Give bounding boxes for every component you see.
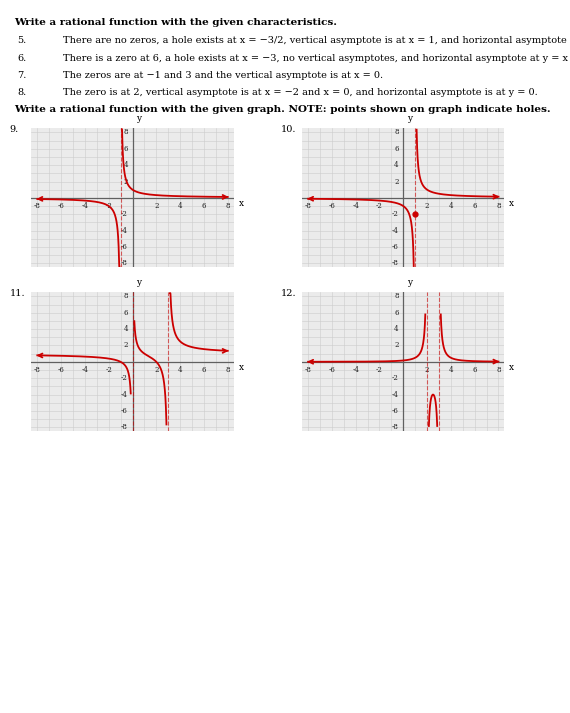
Text: x: x (509, 199, 514, 208)
Text: -4: -4 (392, 227, 398, 235)
Text: 8: 8 (496, 366, 501, 374)
Text: 8: 8 (496, 202, 501, 210)
Text: -6: -6 (121, 243, 128, 251)
Text: 4: 4 (123, 161, 128, 169)
Text: 9.: 9. (10, 125, 19, 134)
Text: 8: 8 (123, 128, 128, 136)
Text: 6: 6 (394, 145, 398, 153)
Text: 4: 4 (394, 325, 398, 333)
Text: 4: 4 (123, 325, 128, 333)
Text: 5.: 5. (17, 36, 26, 45)
Text: x: x (509, 363, 514, 372)
Text: -4: -4 (352, 202, 359, 210)
Text: -2: -2 (376, 366, 383, 374)
Text: 6: 6 (123, 309, 128, 317)
Text: 11.: 11. (10, 289, 25, 298)
Text: 8: 8 (226, 202, 230, 210)
Text: 4: 4 (449, 366, 453, 374)
Text: There is a zero at 6, a hole exists at x = −3, no vertical asymptotes, and horiz: There is a zero at 6, a hole exists at x… (63, 54, 570, 63)
Text: -6: -6 (392, 243, 398, 251)
Text: 2: 2 (123, 178, 128, 185)
Text: -2: -2 (392, 210, 398, 218)
Text: 4: 4 (394, 161, 398, 169)
Text: y: y (407, 278, 412, 287)
Text: -2: -2 (121, 210, 128, 218)
Text: The zero is at 2, vertical asymptote is at x = −2 and x = 0, and horizontal asym: The zero is at 2, vertical asymptote is … (63, 88, 538, 98)
Text: -8: -8 (392, 424, 398, 431)
Text: 4: 4 (178, 202, 182, 210)
Text: x: x (238, 363, 243, 372)
Text: -2: -2 (121, 374, 128, 382)
Text: -8: -8 (34, 202, 40, 210)
Text: -8: -8 (121, 260, 128, 267)
Text: -6: -6 (58, 366, 64, 374)
Text: 2: 2 (394, 342, 398, 349)
Text: x: x (238, 199, 243, 208)
Text: 8: 8 (123, 292, 128, 300)
Text: 8: 8 (394, 292, 398, 300)
Text: -6: -6 (328, 366, 335, 374)
Text: 2: 2 (394, 178, 398, 185)
Text: 8.: 8. (17, 88, 26, 98)
Text: There are no zeros, a hole exists at x = −3/2, vertical asymptote is at x = 1, a: There are no zeros, a hole exists at x =… (63, 36, 570, 45)
Text: 6: 6 (123, 145, 128, 153)
Text: -4: -4 (82, 366, 88, 374)
Text: -8: -8 (304, 366, 311, 374)
Text: -8: -8 (121, 424, 128, 431)
Text: -4: -4 (82, 202, 88, 210)
Text: y: y (407, 114, 412, 123)
Text: 2: 2 (154, 202, 158, 210)
Text: 12.: 12. (280, 289, 296, 298)
Text: The zeros are at −1 and 3 and the vertical asymptote is at x = 0.: The zeros are at −1 and 3 and the vertic… (63, 71, 383, 81)
Text: 2: 2 (425, 202, 429, 210)
Text: -2: -2 (105, 202, 112, 210)
Text: 6: 6 (473, 366, 477, 374)
Text: -4: -4 (352, 366, 359, 374)
Text: Write a rational function with the given graph. NOTE: points shown on graph indi: Write a rational function with the given… (14, 105, 551, 114)
Text: 6: 6 (202, 202, 206, 210)
Text: 6.: 6. (17, 54, 26, 63)
Text: -6: -6 (121, 407, 128, 415)
Text: 4: 4 (178, 366, 182, 374)
Text: -6: -6 (328, 202, 335, 210)
Text: -8: -8 (392, 260, 398, 267)
Text: -6: -6 (58, 202, 64, 210)
Text: 2: 2 (425, 366, 429, 374)
Text: -8: -8 (304, 202, 311, 210)
Text: -2: -2 (392, 374, 398, 382)
Text: 2: 2 (154, 366, 158, 374)
Text: -2: -2 (105, 366, 112, 374)
Text: 6: 6 (473, 202, 477, 210)
Text: 4: 4 (449, 202, 453, 210)
Text: 6: 6 (394, 309, 398, 317)
Text: y: y (136, 278, 141, 287)
Text: 6: 6 (202, 366, 206, 374)
Text: 10.: 10. (280, 125, 296, 134)
Text: -4: -4 (392, 391, 398, 399)
Text: 8: 8 (226, 366, 230, 374)
Text: 2: 2 (123, 342, 128, 349)
Text: -4: -4 (121, 391, 128, 399)
Text: Write a rational function with the given characteristics.: Write a rational function with the given… (14, 18, 337, 27)
Text: y: y (136, 114, 141, 123)
Text: 7.: 7. (17, 71, 26, 81)
Text: -4: -4 (121, 227, 128, 235)
Text: -8: -8 (34, 366, 40, 374)
Text: -2: -2 (376, 202, 383, 210)
Text: -6: -6 (392, 407, 398, 415)
Text: 8: 8 (394, 128, 398, 136)
